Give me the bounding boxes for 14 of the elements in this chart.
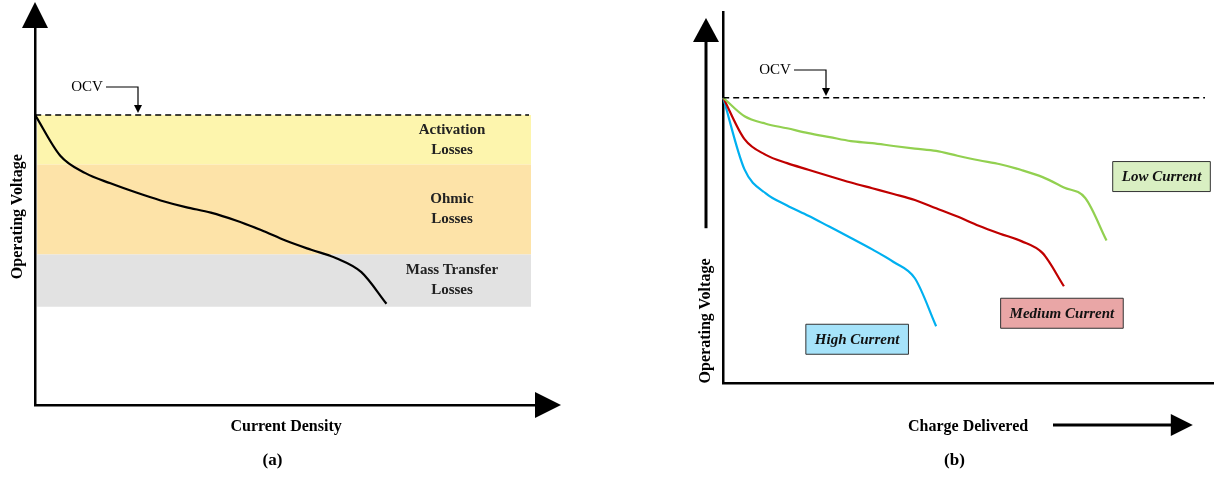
- y-axis-title: Operating Voltage: [7, 154, 26, 280]
- text: High Current: [813, 331, 901, 348]
- ref-line-label: OCV: [759, 60, 792, 77]
- text: Low Current: [1120, 168, 1203, 185]
- band-label: Ohmic Losses: [430, 190, 474, 227]
- band-label: Mass Transfer Losses: [405, 261, 499, 298]
- text: (a): [262, 450, 283, 470]
- y-axis-title: Operating Voltage: [695, 258, 714, 384]
- ref-line-label: OCV: [71, 78, 104, 95]
- x-axis-title: Current Density: [230, 417, 342, 436]
- text: (b): [944, 450, 965, 470]
- series-label: Medium Current: [1008, 305, 1116, 322]
- band-label: Activation Losses: [418, 120, 486, 157]
- x-axis-title: Charge Delivered: [908, 417, 1029, 436]
